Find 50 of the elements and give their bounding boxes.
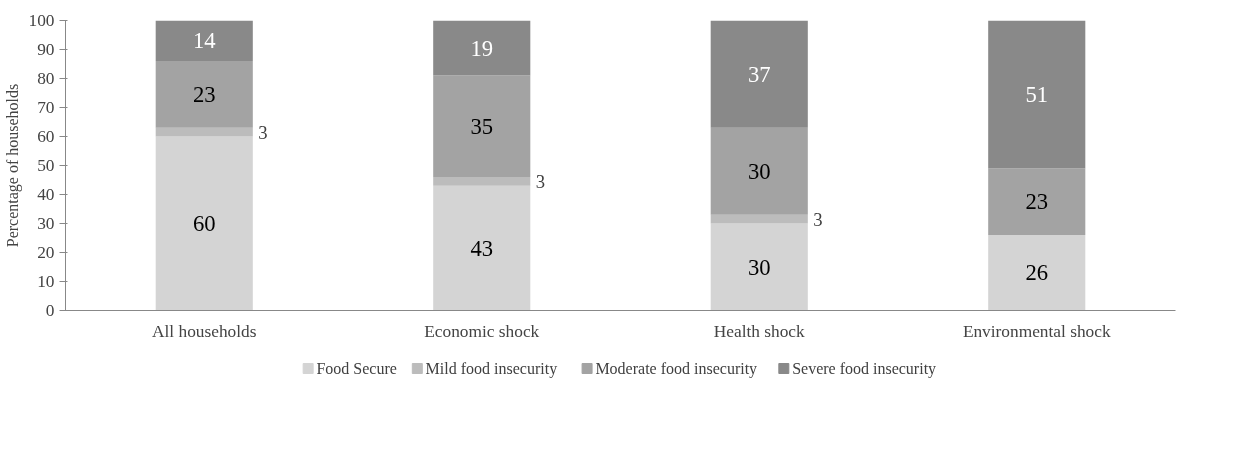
y-tick-label: 70 [37,98,55,117]
bar [433,185,531,311]
data-label: 35 [470,113,494,139]
data-label: 23 [192,81,216,107]
bar [433,75,531,178]
legend-label: Severe food insecurity [792,360,937,378]
data-label: 3 [535,170,546,192]
bar [988,235,1086,311]
data-label: 3 [258,121,268,143]
data-label: 30 [747,158,771,184]
y-tick-label: 80 [37,69,55,88]
bar [155,127,253,137]
bar [988,168,1086,236]
y-tick-label: 40 [37,185,55,204]
y-tick-label: 50 [37,156,55,175]
data-label: 30 [747,254,771,280]
bar [710,20,808,128]
bar [155,61,253,128]
bar [155,136,253,311]
bar [710,214,808,224]
bar [710,223,808,311]
bar [433,20,531,76]
x-tick-label: Environmental shock [962,321,1111,341]
data-label: 26 [1025,260,1049,286]
y-tick-label: 90 [37,40,55,59]
data-label: 60 [192,211,216,236]
data-label: 14 [192,28,216,54]
y-axis-title: Percentage of households [3,83,22,248]
y-tick-label: 100 [28,11,55,30]
y-tick-label: 0 [45,301,55,320]
data-label: 51 [1025,81,1049,107]
legend-label: Mild food insecurity [425,360,558,378]
bar [433,177,531,186]
y-tick-label: 10 [37,272,55,291]
bar [988,20,1086,169]
bar [710,127,808,215]
y-tick-label: 60 [37,127,55,146]
bar [155,20,253,62]
x-tick-label: Health shock [713,321,806,341]
legend-label: Food Secure [316,360,397,377]
data-label: 43 [470,235,494,261]
x-tick-label: All households [152,321,257,341]
data-label: 19 [470,35,494,61]
data-label: 23 [1025,189,1049,215]
x-tick-label: Economic shock [424,321,540,341]
y-tick-label: 30 [37,214,55,233]
legend-label: Moderate food insecurity [595,360,758,378]
data-label: 37 [747,61,771,87]
y-tick-label: 20 [37,243,55,262]
data-label: 3 [813,208,823,230]
